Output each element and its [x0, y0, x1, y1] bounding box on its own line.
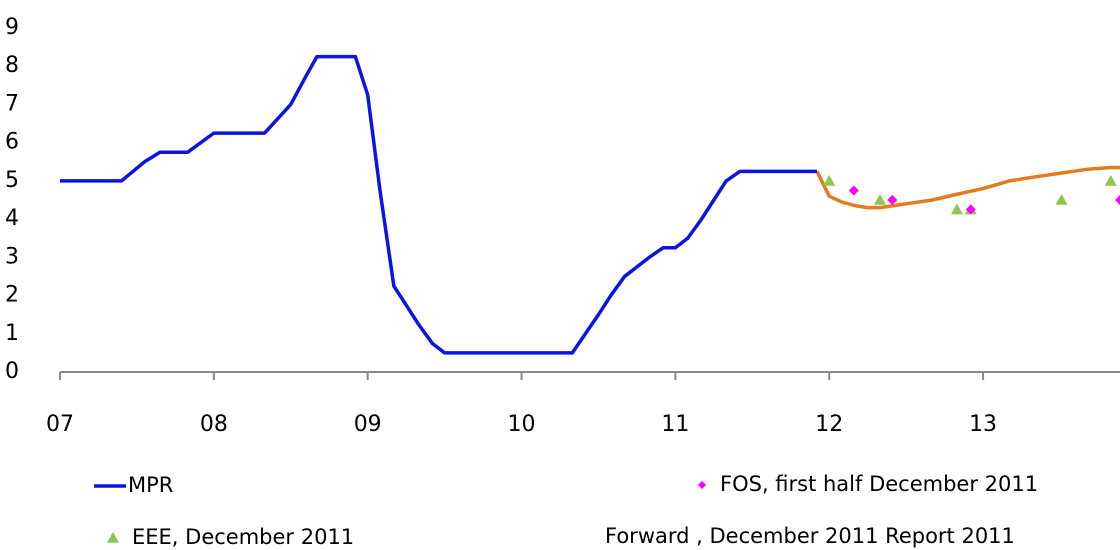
y-tick-label: 8	[5, 53, 19, 78]
y-tick-label: 2	[5, 283, 19, 308]
y-tick-label: 7	[5, 91, 19, 116]
legend-label: EEE, December 2011	[132, 525, 354, 549]
legend-label: Forward , December 2011 Report 2011	[605, 524, 1015, 548]
legend-swatch	[698, 481, 706, 489]
x-tick-label: 08	[200, 412, 228, 437]
legend-label: MPR	[128, 473, 173, 497]
series-line	[60, 54, 817, 355]
x-tick-label: 11	[661, 412, 689, 437]
y-tick-label: 4	[5, 206, 19, 231]
x-tick-label: 13	[969, 412, 997, 437]
x-tick-label: 07	[46, 412, 74, 437]
x-tick-label: 09	[354, 412, 382, 437]
x-tick-label: 12	[815, 412, 843, 437]
point	[950, 203, 963, 215]
y-tick-label: 0	[5, 359, 19, 384]
y-tick-label: 1	[5, 321, 19, 346]
point	[965, 204, 976, 215]
point	[887, 195, 898, 205]
y-tick-label: 3	[5, 244, 19, 269]
legend-label: FOS, first half December 2011	[720, 472, 1038, 496]
series-line	[815, 165, 1120, 210]
point	[1115, 195, 1120, 205]
point	[848, 185, 859, 196]
point	[874, 194, 886, 205]
y-tick-label: 6	[5, 130, 19, 155]
y-tick-label: 9	[5, 15, 19, 40]
legend-swatch	[107, 532, 119, 543]
x-tick-label: 10	[508, 412, 536, 437]
point	[823, 174, 836, 186]
point	[1104, 174, 1117, 186]
point	[1055, 194, 1068, 205]
y-tick-label: 5	[5, 168, 19, 193]
